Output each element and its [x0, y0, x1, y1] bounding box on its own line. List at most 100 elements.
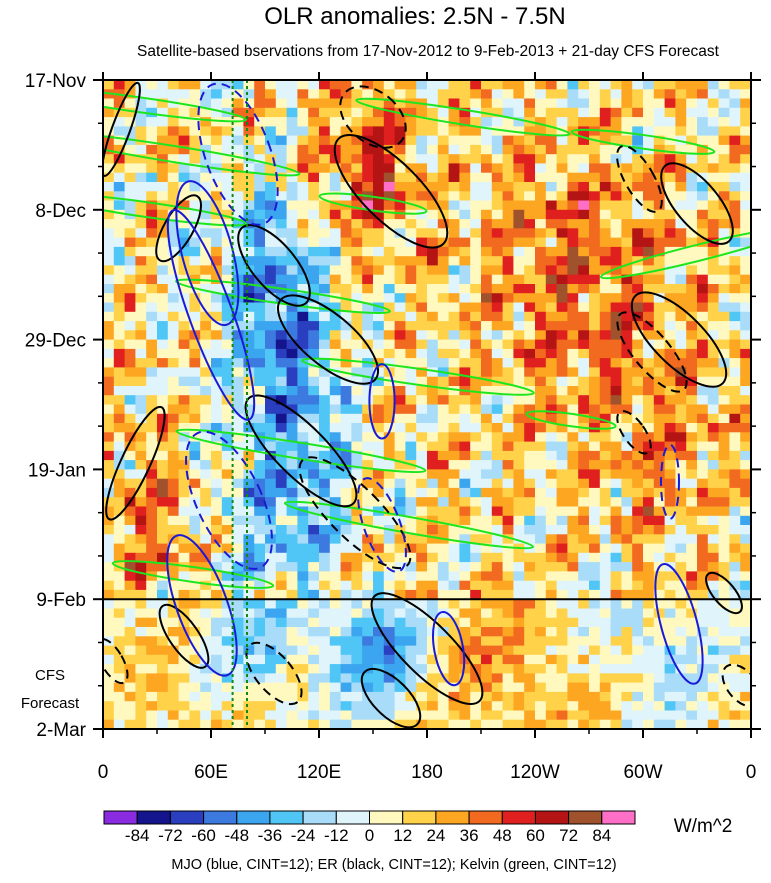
heatmap-cell	[200, 645, 212, 656]
heatmap-cell	[221, 126, 234, 137]
heatmap-cell	[319, 432, 331, 443]
heatmap-cell	[707, 423, 720, 433]
heatmap-cell	[578, 413, 590, 424]
heatmap-cell	[437, 562, 450, 572]
heatmap-cell	[502, 191, 514, 202]
heatmap-cell	[556, 589, 568, 600]
heatmap-cell	[599, 256, 612, 267]
heatmap-cell	[470, 330, 482, 341]
heatmap-cell	[416, 219, 428, 229]
heatmap-cell	[427, 460, 439, 470]
heatmap-cell	[470, 274, 482, 285]
heatmap-cell	[664, 311, 676, 322]
heatmap-cell	[243, 673, 255, 684]
heatmap-cell	[427, 413, 439, 424]
heatmap-cell	[265, 302, 277, 313]
heatmap-cell	[675, 358, 687, 368]
heatmap-cell	[664, 608, 676, 619]
heatmap-cell	[599, 89, 612, 100]
heatmap-cell	[589, 562, 601, 572]
heatmap-cell	[275, 80, 288, 90]
heatmap-cell	[167, 135, 180, 146]
heatmap-cell	[135, 441, 147, 452]
heatmap-cell	[308, 144, 320, 155]
heatmap-cell	[211, 413, 223, 424]
heatmap-cell	[329, 487, 342, 498]
heatmap-cell	[481, 339, 493, 350]
heatmap-cell	[319, 200, 331, 211]
heatmap-cell	[373, 89, 385, 100]
heatmap-cell	[135, 654, 147, 665]
heatmap-cell	[664, 450, 676, 461]
heatmap-cell	[653, 256, 666, 267]
heatmap-cell	[211, 358, 223, 368]
heatmap-cell	[675, 515, 687, 526]
heatmap-cell	[113, 673, 126, 684]
heatmap-cell	[632, 228, 644, 239]
heatmap-cell	[394, 339, 406, 350]
heatmap-cell	[340, 497, 352, 508]
heatmap-cell	[437, 293, 450, 304]
heatmap-cell	[146, 376, 158, 387]
heatmap-cell	[524, 311, 536, 322]
heatmap-cell	[621, 80, 633, 90]
heatmap-cell	[707, 460, 720, 470]
heatmap-cell	[545, 386, 558, 396]
heatmap-cell	[686, 432, 698, 443]
heatmap-cell	[599, 265, 612, 276]
heatmap-cell	[329, 172, 342, 183]
heatmap-cell	[427, 284, 439, 294]
heatmap-cell	[275, 682, 288, 693]
heatmap-cell	[211, 311, 223, 322]
heatmap-cell	[524, 432, 536, 443]
heatmap-cell	[113, 293, 126, 304]
heatmap-cell	[221, 469, 234, 480]
heatmap-cell	[524, 580, 536, 591]
heatmap-cell	[481, 562, 493, 572]
heatmap-cell	[718, 608, 730, 619]
heatmap-cell	[275, 497, 288, 508]
heatmap-cell	[286, 487, 298, 498]
heatmap-cell	[254, 302, 266, 313]
heatmap-cell	[319, 135, 331, 146]
heatmap-cell	[740, 469, 751, 480]
heatmap-cell	[340, 627, 352, 637]
heatmap-cell	[675, 487, 687, 498]
heatmap-cell	[243, 506, 255, 517]
heatmap-cell	[567, 191, 579, 202]
heatmap-cell	[405, 339, 417, 350]
heatmap-cell	[146, 413, 158, 424]
heatmap-cell	[513, 163, 525, 174]
heatmap-cell	[383, 219, 396, 229]
heatmap-cell	[470, 191, 482, 202]
heatmap-cell	[567, 256, 579, 267]
heatmap-cell	[545, 163, 558, 174]
heatmap-cell	[405, 673, 417, 684]
heatmap-cell	[124, 562, 136, 572]
heatmap-cell	[535, 274, 547, 285]
heatmap-cell	[265, 246, 277, 257]
heatmap-cell	[599, 293, 612, 304]
heatmap-cell	[502, 682, 514, 693]
heatmap-cell	[664, 80, 676, 90]
kelvin-contour	[103, 193, 248, 227]
heatmap-cell	[146, 107, 158, 118]
heatmap-cell	[589, 608, 601, 619]
heatmap-cell	[297, 154, 309, 165]
heatmap-cell	[362, 172, 374, 183]
heatmap-cell	[254, 552, 266, 563]
heatmap-cell	[146, 219, 158, 229]
heatmap-cell	[232, 460, 244, 470]
heatmap-cell	[157, 209, 169, 220]
heatmap-cell	[275, 256, 288, 267]
heatmap-cell	[221, 682, 234, 693]
heatmap-cell	[589, 265, 601, 276]
heatmap-cell	[124, 460, 136, 470]
heatmap-cell	[427, 126, 439, 137]
heatmap-cell	[275, 191, 288, 202]
heatmap-cell	[286, 423, 298, 433]
heatmap-cell	[567, 293, 579, 304]
heatmap-cell	[718, 580, 730, 591]
heatmap-cell	[535, 163, 547, 174]
heatmap-cell	[265, 154, 277, 165]
